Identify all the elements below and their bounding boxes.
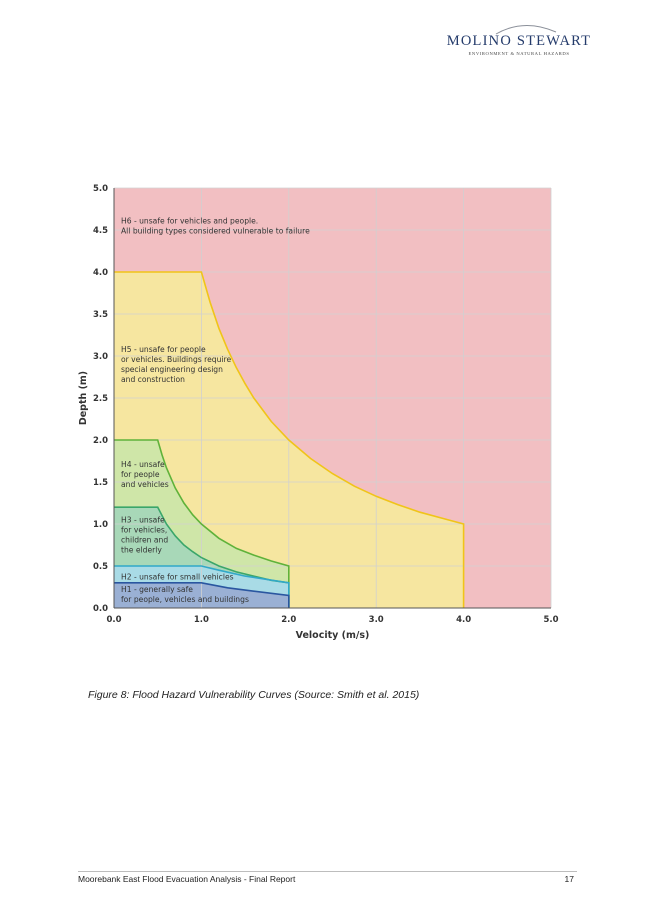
- tick-labels: 0.0 1.0 2.0 3.0 4.0 5.0 0.0 0.5 1.0 1.5 2.0 2.5 3.0 3…: [78, 184, 559, 641]
- x-tick-label: 0.0: [106, 615, 121, 625]
- hazard-boundaries: [114, 271, 465, 608]
- y-tick-label: 5.0: [93, 184, 108, 194]
- y-tick-label: 3.0: [93, 352, 108, 362]
- boundary-h2: [114, 565, 290, 608]
- figure-caption: Figure 8: Flood Hazard Vulnerability Cur…: [88, 689, 420, 701]
- y-tick-label: 0.0: [93, 604, 108, 614]
- x-tick-label: 1.0: [194, 615, 209, 625]
- zone-label-line: for people, vehicles and buildings: [121, 595, 249, 604]
- zone-label-line: and vehicles: [121, 480, 169, 489]
- y-tick-label: 4.5: [93, 226, 108, 236]
- y-axis-title: Depth (m): [78, 371, 89, 425]
- zone-label-line: or vehicles. Buildings require: [121, 355, 232, 364]
- logo-arc: [495, 24, 557, 35]
- zone-label-line: and construction: [121, 375, 185, 384]
- y-tick-label: 2.0: [93, 436, 108, 446]
- zone-label-h2: H2 - unsafe for small vehicles: [121, 572, 234, 581]
- x-tick-label: 3.0: [369, 615, 384, 625]
- boundary-h5: [114, 271, 465, 608]
- zone-label-line: special engineering design: [121, 365, 223, 374]
- company-logo: MOLINO STEWART ENVIRONMENT & NATURAL HAZ…: [444, 22, 594, 62]
- zone-label-h4: H4 - unsafe for people and vehicles: [121, 460, 169, 489]
- zone-label-h1: H1 - generally safe for people, vehicles …: [121, 585, 249, 604]
- logo-tagline: ENVIRONMENT & NATURAL HAZARDS: [468, 51, 570, 56]
- zone-label-line: children and: [121, 535, 168, 544]
- zone-label-line: H2 - unsafe for small vehicles: [121, 572, 234, 581]
- zone-label-h6: H6 - unsafe for vehicles and people. All …: [121, 216, 310, 235]
- zone-label-h3: H3 - unsafe for vehicles, children and the …: [121, 515, 168, 554]
- boundary-h1: [114, 581, 290, 608]
- y-tick-label: 1.5: [93, 478, 108, 488]
- zone-label-line: H3 - unsafe: [121, 515, 165, 524]
- x-tick-label: 4.0: [456, 615, 471, 625]
- y-tick-label: 4.0: [93, 268, 108, 278]
- zone-label-line: H4 - unsafe: [121, 460, 165, 469]
- logo-name: MOLINO STEWART: [446, 33, 592, 49]
- x-tick-label: 5.0: [543, 615, 558, 625]
- y-tick-label: 2.5: [93, 394, 108, 404]
- chart-axes: [113, 188, 551, 609]
- zone-label-line: the elderly: [121, 545, 162, 554]
- zone-label-line: All building types considered vulnerable…: [121, 226, 310, 235]
- footer-title: Moorebank East Flood Evacuation Analysis…: [78, 874, 296, 884]
- y-tick-label: 0.5: [93, 562, 108, 572]
- boundary-h4: [114, 439, 290, 608]
- zone-label-line: H6 - unsafe for vehicles and people.: [121, 216, 258, 225]
- zone-labels: H6 - unsafe for vehicles and people. All …: [121, 216, 310, 604]
- x-tick-label: 2.0: [281, 615, 296, 625]
- x-axis-title: Velocity (m/s): [296, 630, 370, 641]
- y-tick-label: 1.0: [93, 520, 108, 530]
- zone-label-line: H5 - unsafe for people: [121, 345, 206, 354]
- zone-label-line: H1 - generally safe: [121, 585, 193, 594]
- y-tick-label: 3.5: [93, 310, 108, 320]
- footer-divider: [78, 871, 577, 872]
- zone-label-line: for vehicles,: [121, 525, 167, 534]
- zone-label-line: for people: [121, 470, 160, 479]
- zone-label-h5: H5 - unsafe for people or vehicles. Build…: [121, 345, 232, 384]
- page-number: 17: [564, 874, 574, 884]
